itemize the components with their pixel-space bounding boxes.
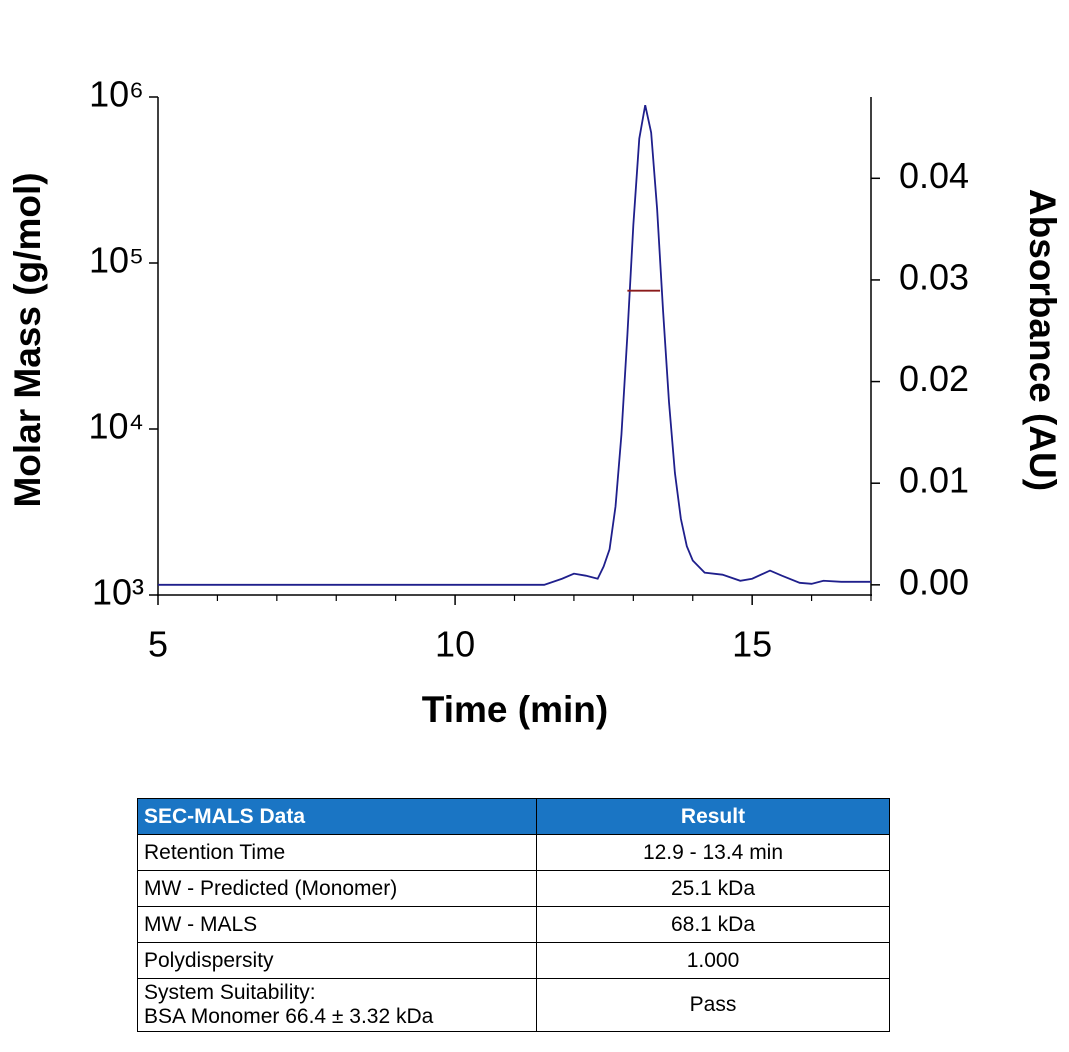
table-cell: 68.1 kDa bbox=[536, 906, 890, 943]
table-row: Polydispersity 1.000 bbox=[137, 942, 890, 979]
cell-line: MW - MALS bbox=[144, 912, 258, 936]
table-cell: MW - MALS bbox=[137, 906, 537, 943]
table-cell: 12.9 - 13.4 min bbox=[536, 834, 890, 871]
chart: Time (min) Molar Mass (g/mol) Absorbance… bbox=[7, 74, 1063, 730]
table-cell: 1.000 bbox=[536, 942, 890, 979]
cell-line: Retention Time bbox=[144, 840, 286, 864]
y2-tick-label: 0.00 bbox=[899, 561, 969, 602]
table-cell: MW - Predicted (Monomer) bbox=[137, 870, 537, 907]
y-tick-label: 10⁶ bbox=[89, 74, 144, 115]
cell-line: MW - Predicted (Monomer) bbox=[144, 876, 398, 900]
y-tick-label: 10⁵ bbox=[89, 240, 144, 281]
results-table: SEC-MALS Data Result Retention Time 12.9 … bbox=[137, 798, 890, 1032]
y-axis-title: Molar Mass (g/mol) bbox=[7, 172, 48, 507]
table-cell: Polydispersity bbox=[137, 942, 537, 979]
table-row: MW - Predicted (Monomer) 25.1 kDa bbox=[137, 870, 890, 907]
table-row: MW - MALS 68.1 kDa bbox=[137, 906, 890, 943]
x-tick-label: 15 bbox=[732, 624, 772, 665]
table-cell: System Suitability: BSA Monomer 66.4 ± 3.… bbox=[137, 978, 537, 1032]
table-row: Retention Time 12.9 - 13.4 min bbox=[137, 834, 890, 871]
table-cell: Retention Time bbox=[137, 834, 537, 871]
header-cell: SEC-MALS Data bbox=[137, 798, 537, 835]
y-tick-label: 10⁴ bbox=[88, 406, 144, 447]
y2-tick-label: 0.04 bbox=[899, 155, 969, 196]
y2-tick-label: 0.01 bbox=[899, 460, 969, 501]
x-axis-title: Time (min) bbox=[422, 689, 608, 730]
table-cell: Pass bbox=[536, 978, 890, 1032]
table-row: System Suitability: BSA Monomer 66.4 ± 3.… bbox=[137, 978, 890, 1032]
x-tick-label: 5 bbox=[148, 624, 168, 665]
data-line bbox=[158, 104, 871, 586]
y2-tick-label: 0.03 bbox=[899, 256, 969, 297]
cell-line: BSA Monomer 66.4 ± 3.32 kDa bbox=[144, 1005, 434, 1028]
x-tick-label: 10 bbox=[435, 624, 475, 665]
header-cell: Result bbox=[536, 798, 890, 835]
cell-line: System Suitability: bbox=[144, 981, 316, 1004]
y-tick-label: 10³ bbox=[92, 572, 144, 613]
table-cell: 25.1 kDa bbox=[536, 870, 890, 907]
y2-axis-title: Absorbance (AU) bbox=[1022, 189, 1063, 491]
y2-tick-label: 0.02 bbox=[899, 358, 969, 399]
table-header: SEC-MALS Data Result bbox=[137, 798, 890, 835]
cell-line: Polydispersity bbox=[144, 948, 274, 972]
